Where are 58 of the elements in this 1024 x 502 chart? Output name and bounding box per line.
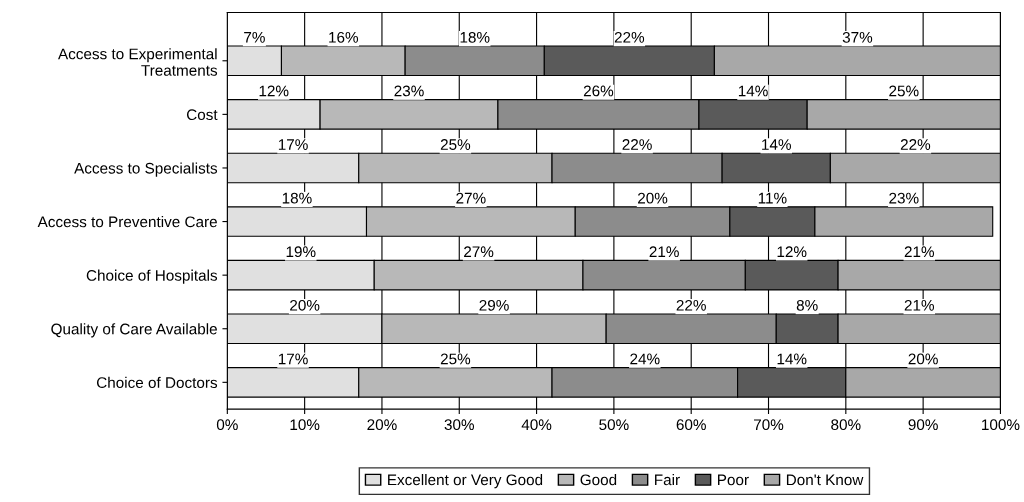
legend-label: Don't Know [786,474,864,486]
y-tick-label: Access to Specialists [74,162,218,177]
data-label: 16% [329,31,359,43]
data-label: 7% [244,32,265,43]
x-tick-label: 10% [290,419,320,431]
y-tick-label: Access to Experimental Treatments [58,48,218,76]
x-tick-label: 90% [908,419,938,431]
data-label: 21% [649,246,679,258]
data-label: 17% [278,139,308,150]
data-label: 22% [900,139,931,150]
x-tick-label: 60% [676,419,706,431]
data-label: 27% [464,246,494,258]
data-label: 18% [282,192,312,204]
data-label: 12% [259,85,289,97]
data-label: 25% [440,353,471,365]
data-label: 26% [583,85,614,97]
data-label: 12% [777,246,807,258]
x-tick-label: 30% [444,419,475,431]
y-tick-label: Choice of Doctors [96,376,218,389]
data-label: 22% [622,139,652,150]
data-label: 27% [456,192,486,204]
legend-label: Good [580,474,617,486]
legend-label: Excellent or Very Good [388,474,543,489]
y-tick-label: Cost [186,109,218,121]
data-label: 37% [842,31,873,43]
data-label: 23% [394,85,424,97]
data-label: 14% [762,139,791,150]
data-label: 20% [290,299,320,311]
x-tick-label: 100% [982,419,1020,431]
data-label: 25% [889,85,919,97]
data-label: 14% [738,85,768,97]
data-label: 23% [889,192,919,204]
data-label: 18% [460,31,490,43]
data-label: 14% [777,353,807,365]
data-label: 8% [796,299,818,311]
data-label: 24% [630,353,660,365]
data-label: 21% [904,246,935,258]
data-label: 21% [904,299,935,311]
x-tick-label: 0% [216,419,238,431]
x-tick-label: 70% [754,419,784,431]
data-label: 25% [440,139,471,150]
data-label: 22% [614,31,645,43]
data-label: 20% [908,353,938,365]
legend-label: Fair [655,474,680,486]
data-label: 19% [286,246,316,258]
legend-label: Poor [718,474,749,486]
x-tick-label: 80% [831,419,861,431]
y-tick-label: Access to Preventive Care [37,216,217,228]
y-tick-label: Choice of Hospitals [86,269,218,284]
data-label: 29% [479,299,509,311]
y-tick-label: Quality of Care Available [51,323,217,338]
data-label: 20% [638,192,668,204]
data-label: 11% [758,192,787,204]
data-label: 22% [676,299,706,311]
x-tick-label: 20% [367,419,397,431]
data-label: 17% [278,353,308,365]
x-tick-label: 50% [599,419,629,431]
x-tick-label: 40% [521,419,552,431]
